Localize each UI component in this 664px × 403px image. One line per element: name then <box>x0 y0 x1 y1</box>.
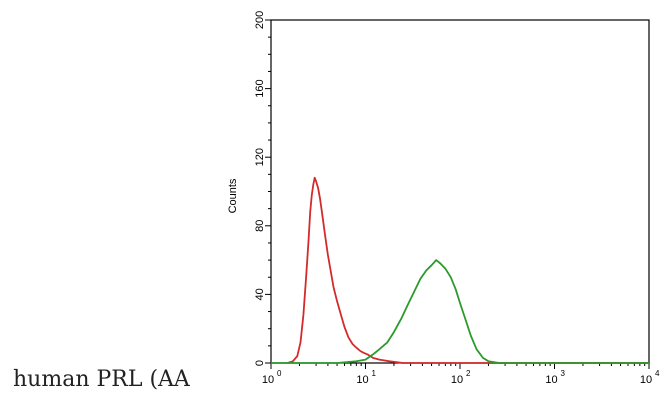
x-tick-exponent: 2 <box>466 369 471 378</box>
x-tick-label: 10 <box>545 374 557 386</box>
y-axis-title: Counts <box>227 178 239 213</box>
y-tick-label: 160 <box>254 79 266 97</box>
y-tick-label: 120 <box>254 148 266 166</box>
x-tick-exponent: 3 <box>561 369 566 378</box>
x-tick-exponent: 1 <box>372 369 377 378</box>
histogram-series-1 <box>287 176 649 364</box>
x-tick-exponent: 0 <box>277 369 282 378</box>
plot-frame <box>270 19 650 364</box>
y-axis: 0 40 80 120 160 200 <box>254 11 271 366</box>
x-tick-label: 10 <box>640 374 652 386</box>
x-tick-label: 10 <box>451 374 463 386</box>
x-tick-exponent: 4 <box>655 369 660 378</box>
histogram-series-2 <box>271 259 649 364</box>
y-tick-label: 0 <box>254 360 266 366</box>
y-tick-label: 40 <box>254 288 266 300</box>
x-tick-label: 10 <box>356 374 368 386</box>
x-tick-label: 10 <box>262 374 274 386</box>
y-tick-label: 200 <box>254 11 266 29</box>
y-tick-label: 80 <box>254 220 266 232</box>
figure-caption: human PRL (AA <box>13 367 190 392</box>
series-layer <box>271 176 649 364</box>
